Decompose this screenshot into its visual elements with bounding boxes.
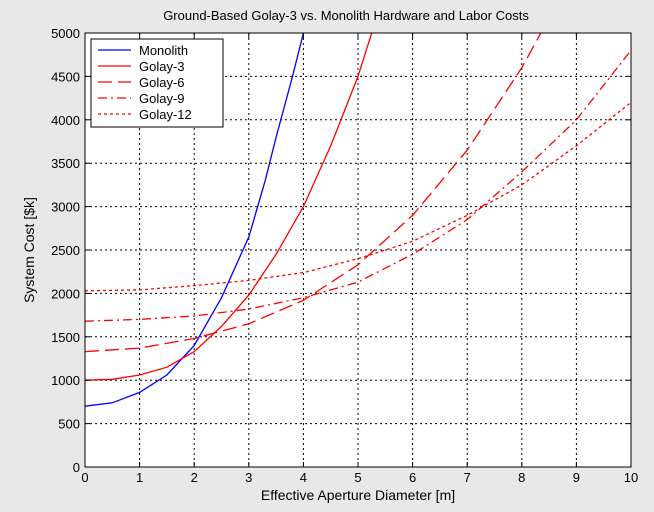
- y-tick-label: 0: [73, 460, 80, 475]
- y-axis-label: System Cost [$k]: [21, 197, 37, 303]
- legend-label: Golay-6: [139, 75, 185, 90]
- series-monolith-line: [85, 33, 305, 407]
- y-tick-label: 3500: [51, 156, 80, 171]
- x-tick-label: 5: [354, 470, 361, 485]
- x-tick-label: 2: [191, 470, 198, 485]
- legend-label: Golay-3: [139, 59, 185, 74]
- x-tick-label: 7: [464, 470, 471, 485]
- legend-label: Golay-12: [139, 107, 192, 122]
- series-golay-6-line: [85, 33, 542, 353]
- series-golay-9-line: [85, 49, 631, 322]
- y-tick-label: 5000: [51, 26, 80, 41]
- y-tick-label: 3000: [51, 200, 80, 215]
- x-tick-label: 4: [300, 470, 307, 485]
- y-tick-label: 4000: [51, 113, 80, 128]
- series-layer: [85, 33, 631, 407]
- x-tick-label: 0: [81, 470, 88, 485]
- x-tick-label: 3: [245, 470, 252, 485]
- legend-box: [90, 38, 224, 128]
- x-tick-label: 9: [573, 470, 580, 485]
- ticks: 0 1 2 3 4 5 6 7 8 9 10 0 500 1000 1500 2000 2500 3000 3500…: [51, 26, 638, 485]
- legend-label: Golay-9: [139, 91, 185, 106]
- chart-title: Ground-Based Golay-3 vs. Monolith Hardwa…: [163, 8, 529, 23]
- y-tick-label: 1500: [51, 330, 80, 345]
- y-tick-label: 2000: [51, 286, 80, 301]
- x-tick-label: 8: [518, 470, 525, 485]
- y-tick-label: 4500: [51, 69, 80, 84]
- y-tick-label: 1000: [51, 373, 80, 388]
- x-axis-label: Effective Aperture Diameter [m]: [261, 487, 455, 503]
- series-golay-12-line: [85, 101, 631, 292]
- y-tick-label: 500: [58, 417, 80, 432]
- x-tick-label: 6: [409, 470, 416, 485]
- y-tick-label: 2500: [51, 243, 80, 258]
- legend-label: Monolith: [139, 43, 188, 58]
- series-golay-3-line: [85, 33, 373, 381]
- x-tick-label: 1: [136, 470, 143, 485]
- x-tick-label: 10: [624, 470, 638, 485]
